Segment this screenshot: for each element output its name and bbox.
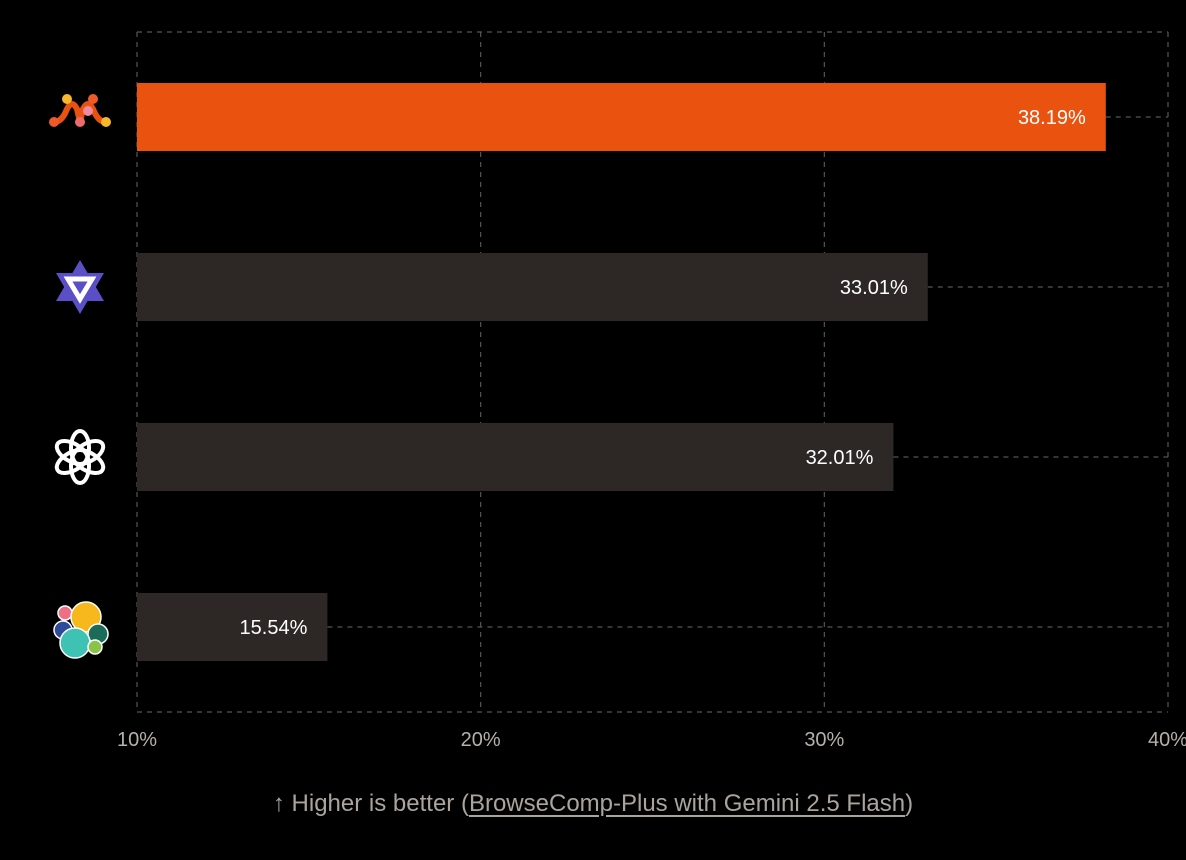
x-tick-label: 10% <box>117 729 157 751</box>
logo-blob <box>87 639 103 655</box>
bar <box>137 253 928 321</box>
logo-dot <box>88 94 98 104</box>
bar-chart: 10% 20% 30% 40% 38.19% 33.01% 32.01% 15.54% <box>49 31 1186 751</box>
qwen-icon <box>56 260 104 314</box>
elasticsearch-icon <box>53 601 109 659</box>
openai-icon <box>54 429 106 485</box>
logo-blob <box>59 627 91 659</box>
logo-petal <box>54 438 90 467</box>
logo-blob <box>57 605 73 621</box>
data-label: 38.19% <box>1018 107 1086 129</box>
logo-dot <box>49 117 59 127</box>
logo-dot <box>83 106 93 116</box>
logo-dot <box>62 94 72 104</box>
chart-caption: ↑ Higher is better (BrowseComp-Plus with… <box>0 790 1186 818</box>
caption-suffix: ) <box>905 790 914 817</box>
logo-dot <box>75 117 85 127</box>
x-tick-label: 20% <box>461 729 501 751</box>
logo-dot <box>101 117 111 127</box>
caption-prefix: ↑ Higher is better ( <box>272 790 469 817</box>
data-label: 32.01% <box>806 447 874 469</box>
benchmark-link[interactable]: BrowseComp-Plus with Gemini 2.5 Flash <box>468 790 906 817</box>
data-label: 33.01% <box>840 277 908 299</box>
mixedbread-icon <box>49 94 111 127</box>
bar <box>137 83 1106 151</box>
x-tick-label: 40% <box>1148 729 1186 751</box>
x-tick-label: 30% <box>804 729 844 751</box>
data-label: 15.54% <box>240 617 308 639</box>
logo-inner <box>63 276 97 304</box>
bar <box>137 593 328 661</box>
bar <box>137 423 894 491</box>
